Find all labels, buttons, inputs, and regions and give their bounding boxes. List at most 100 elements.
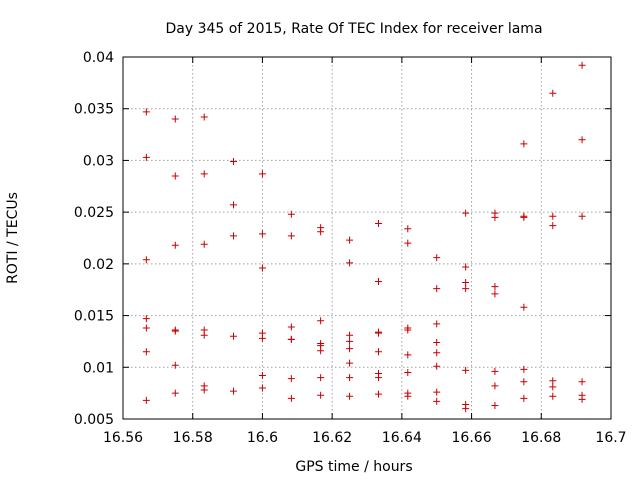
data-point-plus	[317, 347, 325, 355]
data-point-plus	[404, 368, 412, 376]
x-tick-label: 16.64	[382, 430, 422, 446]
data-point-plus	[462, 209, 470, 217]
data-point-plus	[346, 345, 354, 353]
data-point-plus	[549, 377, 557, 385]
x-tick-label: 16.7	[595, 430, 626, 446]
data-point-plus	[520, 140, 528, 148]
data-point-plus	[287, 394, 295, 402]
data-point-plus	[433, 362, 441, 370]
data-point-plus	[142, 108, 150, 116]
data-point-plus	[520, 378, 528, 386]
data-point-plus	[520, 394, 528, 402]
y-tick-label: 0.015	[74, 309, 114, 325]
data-point-plus	[404, 392, 412, 400]
data-point-plus	[375, 348, 383, 356]
data-point-plus	[491, 402, 499, 410]
data-point-plus	[229, 387, 237, 395]
data-point-plus	[142, 153, 150, 161]
data-point-plus	[287, 210, 295, 218]
y-tick-label: 0.04	[83, 50, 114, 66]
data-point-plus	[578, 136, 586, 144]
y-tick-label: 0.02	[83, 257, 114, 273]
data-point-plus	[520, 303, 528, 311]
data-point-plus	[317, 374, 325, 382]
data-point-plus	[229, 332, 237, 340]
data-point-plus	[433, 285, 441, 293]
data-point-plus	[258, 264, 266, 272]
y-tick-label: 0.01	[83, 360, 114, 376]
data-point-plus	[200, 386, 208, 394]
data-point-plus	[346, 374, 354, 382]
data-point-plus	[491, 382, 499, 390]
data-point-plus	[578, 212, 586, 220]
data-point-plus	[287, 323, 295, 331]
data-point-plus	[578, 395, 586, 403]
data-point-plus	[549, 89, 557, 97]
y-tick-labels: 0.005 0.01 0.015 0.02 0.025 0.03 0.035 0.04	[74, 50, 114, 428]
data-point-plus	[346, 236, 354, 244]
data-point-plus	[346, 331, 354, 339]
data-point-plus	[229, 232, 237, 240]
data-point-plus	[520, 213, 528, 221]
x-tick-label: 16.62	[312, 430, 352, 446]
data-point-plus	[171, 115, 179, 123]
data-point-plus	[142, 348, 150, 356]
data-point-plus	[404, 351, 412, 359]
x-tick-label: 16.66	[452, 430, 492, 446]
x-tick-labels: 16.56 16.58 16.6 16.62 16.64 16.66 16.68 16.7	[103, 430, 627, 446]
data-point-plus	[317, 391, 325, 399]
axis-ticks	[122, 56, 612, 420]
data-point-plus	[142, 256, 150, 264]
data-point-plus	[171, 327, 179, 335]
data-point-plus	[433, 397, 441, 405]
data-point-plus	[404, 326, 412, 334]
data-point-plus	[258, 372, 266, 380]
data-point-plus	[549, 222, 557, 230]
data-point-plus	[346, 359, 354, 367]
y-tick-label: 0.005	[74, 412, 114, 428]
data-point-plus	[375, 390, 383, 398]
chart-title: Day 345 of 2015, Rate Of TEC Index for r…	[165, 21, 542, 37]
data-point-plus	[346, 392, 354, 400]
data-point-plus	[346, 337, 354, 345]
data-point-plus	[142, 324, 150, 332]
data-point-plus	[171, 389, 179, 397]
data-point-plus	[578, 61, 586, 69]
data-point-plus	[200, 331, 208, 339]
data-point-plus	[462, 405, 470, 413]
data-point-plus	[491, 213, 499, 221]
data-point-plus	[375, 277, 383, 285]
y-axis-title: ROTI / TECUs	[5, 192, 21, 284]
data-point-plus	[317, 317, 325, 325]
data-point-plus	[433, 388, 441, 396]
x-tick-label: 16.6	[247, 430, 278, 446]
data-point-plus	[375, 329, 383, 337]
data-point-plus	[258, 170, 266, 178]
x-tick-label: 16.68	[521, 430, 561, 446]
data-point-plus	[258, 334, 266, 342]
x-axis-title: GPS time / hours	[295, 459, 412, 475]
data-point-plus	[258, 384, 266, 392]
data-point-plus	[200, 113, 208, 121]
data-point-plus	[491, 290, 499, 298]
data-point-plus	[520, 365, 528, 373]
data-point-plus	[258, 230, 266, 238]
data-point-plus	[200, 240, 208, 248]
x-tick-label: 16.58	[173, 430, 213, 446]
data-point-plus	[462, 278, 470, 286]
data-point-plus	[433, 320, 441, 328]
plot-frame	[122, 56, 612, 420]
data-point-plus	[462, 263, 470, 271]
data-point-plus	[317, 228, 325, 236]
data-point-plus	[346, 259, 354, 267]
data-point-plus	[287, 232, 295, 240]
data-point-plus	[433, 349, 441, 357]
data-point-plus	[549, 212, 557, 220]
data-point-plus	[375, 374, 383, 382]
data-point-plus	[287, 375, 295, 383]
data-point-plus	[229, 201, 237, 209]
data-point-plus	[200, 170, 208, 178]
y-tick-label: 0.025	[74, 205, 114, 221]
